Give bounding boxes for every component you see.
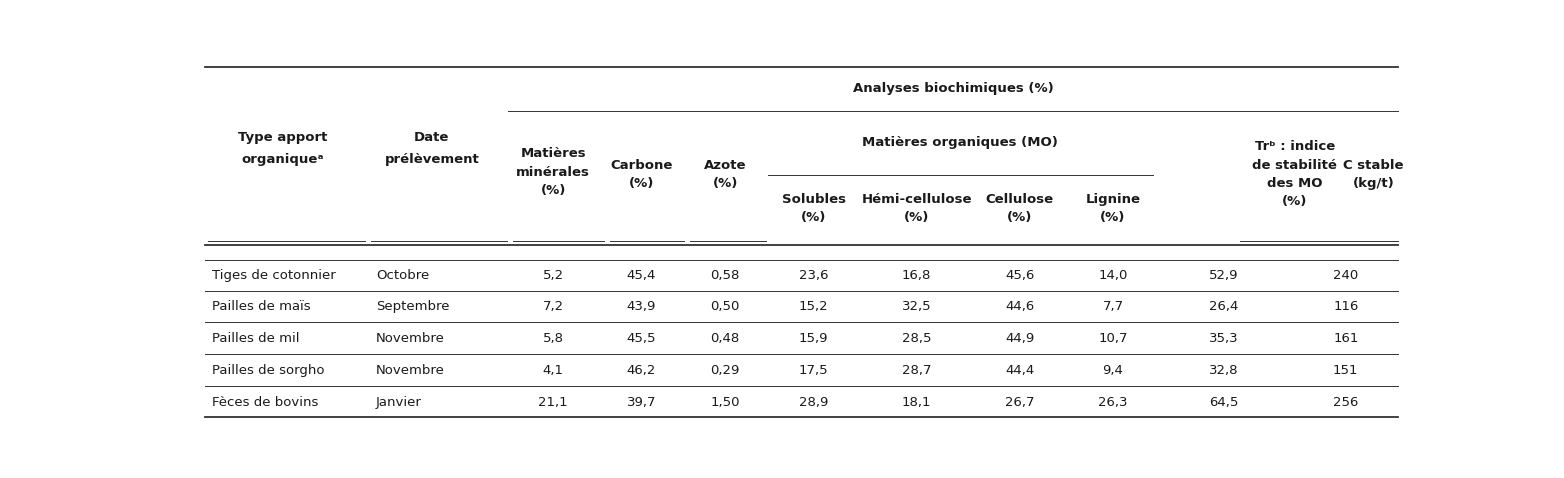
Text: 44,9: 44,9 (1006, 332, 1034, 345)
Text: 16,8: 16,8 (902, 269, 932, 282)
Text: 26,4: 26,4 (1209, 300, 1239, 314)
Text: 0,48: 0,48 (710, 332, 740, 345)
Text: 46,2: 46,2 (627, 364, 657, 377)
Text: Tiges de cotonnier: Tiges de cotonnier (213, 269, 336, 282)
Text: (kg/t): (kg/t) (1353, 177, 1395, 190)
Text: 15,2: 15,2 (799, 300, 829, 314)
Text: 39,7: 39,7 (627, 396, 657, 409)
Text: 21,1: 21,1 (538, 396, 568, 409)
Text: Carbone: Carbone (610, 159, 673, 172)
Text: Trᵇ : indice: Trᵇ : indice (1254, 140, 1336, 153)
Text: (%): (%) (1101, 211, 1126, 224)
Text: Date: Date (414, 131, 449, 144)
Text: 161: 161 (1333, 332, 1359, 345)
Text: 43,9: 43,9 (627, 300, 657, 314)
Text: Novembre: Novembre (375, 364, 446, 377)
Text: 32,5: 32,5 (902, 300, 932, 314)
Text: 240: 240 (1333, 269, 1359, 282)
Text: prélèvement: prélèvement (385, 153, 479, 166)
Text: Type apport: Type apport (238, 131, 327, 144)
Text: Matières: Matières (521, 148, 586, 161)
Text: (%): (%) (541, 185, 566, 197)
Text: organiqueᵃ: organiqueᵃ (241, 153, 324, 166)
Text: Cellulose: Cellulose (985, 193, 1054, 206)
Text: (%): (%) (1282, 196, 1308, 208)
Text: Novembre: Novembre (375, 332, 446, 345)
Text: 256: 256 (1333, 396, 1359, 409)
Text: 18,1: 18,1 (902, 396, 932, 409)
Text: de stabilité: de stabilité (1253, 159, 1337, 172)
Text: minérales: minérales (516, 166, 590, 179)
Text: 0,29: 0,29 (710, 364, 740, 377)
Text: (%): (%) (904, 211, 929, 224)
Text: 151: 151 (1333, 364, 1359, 377)
Text: 45,4: 45,4 (627, 269, 657, 282)
Text: 17,5: 17,5 (799, 364, 829, 377)
Text: C stable: C stable (1343, 159, 1404, 172)
Text: 0,58: 0,58 (710, 269, 740, 282)
Text: 26,7: 26,7 (1006, 396, 1034, 409)
Text: 26,3: 26,3 (1098, 396, 1128, 409)
Text: Pailles de sorgho: Pailles de sorgho (213, 364, 325, 377)
Text: des MO: des MO (1267, 177, 1323, 190)
Text: 10,7: 10,7 (1098, 332, 1128, 345)
Text: 7,2: 7,2 (543, 300, 563, 314)
Text: Octobre: Octobre (375, 269, 430, 282)
Text: 28,5: 28,5 (902, 332, 932, 345)
Text: 5,2: 5,2 (543, 269, 563, 282)
Text: Fèces de bovins: Fèces de bovins (213, 396, 319, 409)
Text: Lignine: Lignine (1085, 193, 1140, 206)
Text: (%): (%) (629, 177, 654, 190)
Text: Analyses biochimiques (%): Analyses biochimiques (%) (852, 82, 1054, 95)
Text: 35,3: 35,3 (1209, 332, 1239, 345)
Text: Janvier: Janvier (375, 396, 422, 409)
Text: Hémi-cellulose: Hémi-cellulose (862, 193, 971, 206)
Text: 4,1: 4,1 (543, 364, 563, 377)
Text: 64,5: 64,5 (1209, 396, 1239, 409)
Text: Pailles de mil: Pailles de mil (213, 332, 300, 345)
Text: 15,9: 15,9 (799, 332, 829, 345)
Text: 5,8: 5,8 (543, 332, 563, 345)
Text: (%): (%) (801, 211, 826, 224)
Text: Pailles de maïs: Pailles de maïs (213, 300, 311, 314)
Text: (%): (%) (1007, 211, 1032, 224)
Text: 1,50: 1,50 (710, 396, 740, 409)
Text: 7,7: 7,7 (1103, 300, 1123, 314)
Text: 0,50: 0,50 (710, 300, 740, 314)
Text: 23,6: 23,6 (799, 269, 829, 282)
Text: 14,0: 14,0 (1098, 269, 1128, 282)
Text: 44,4: 44,4 (1006, 364, 1034, 377)
Text: 116: 116 (1333, 300, 1359, 314)
Text: Azote: Azote (704, 159, 746, 172)
Text: (%): (%) (713, 177, 738, 190)
Text: 45,5: 45,5 (627, 332, 657, 345)
Text: 28,9: 28,9 (799, 396, 829, 409)
Text: 45,6: 45,6 (1006, 269, 1034, 282)
Text: Septembre: Septembre (375, 300, 449, 314)
Text: 9,4: 9,4 (1103, 364, 1123, 377)
Text: Matières organiques (MO): Matières organiques (MO) (862, 136, 1059, 150)
Text: 32,8: 32,8 (1209, 364, 1239, 377)
Text: Solubles: Solubles (782, 193, 846, 206)
Text: 28,7: 28,7 (902, 364, 932, 377)
Text: 52,9: 52,9 (1209, 269, 1239, 282)
Text: 44,6: 44,6 (1006, 300, 1034, 314)
